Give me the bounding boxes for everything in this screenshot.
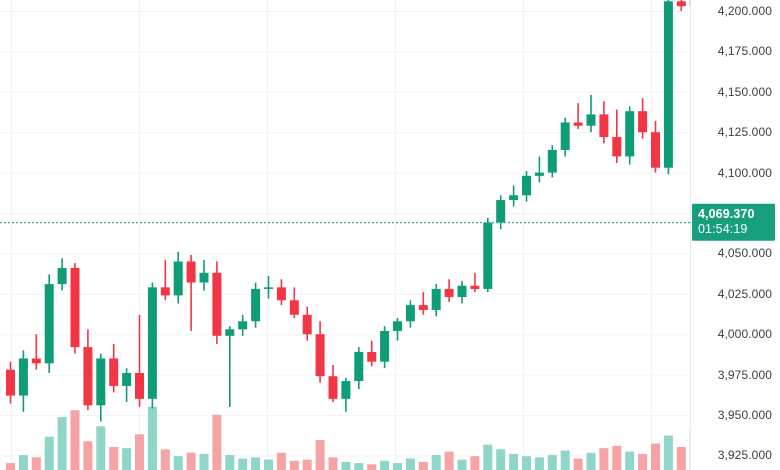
price-axis-tick: 4,150.000 [717, 84, 772, 99]
price-axis[interactable]: 4,200.000 4,175.000 4,150.000 4,125.000 4,10… [690, 0, 780, 470]
price-axis-tick: 4,175.000 [717, 44, 772, 59]
candlestick-canvas[interactable] [0, 0, 690, 470]
price-axis-tick: 3,950.000 [717, 408, 772, 422]
price-axis-tick: 3,975.000 [717, 367, 772, 382]
candlesticks [6, 0, 690, 422]
price-axis-tick: 4,050.000 [717, 246, 772, 261]
volume-bars [6, 406, 690, 470]
price-axis-tick: 4,000.000 [717, 327, 772, 342]
price-axis-tick: 4,200.000 [717, 4, 772, 18]
price-axis-tick: 3,925.000 [717, 448, 772, 463]
price-axis-tick: 4,100.000 [717, 165, 772, 180]
price-axis-tick: 4,025.000 [717, 286, 772, 301]
current-price-value: 4,069.370 [698, 206, 755, 221]
chart-plot-area[interactable] [0, 0, 690, 470]
bar-countdown-timer: 01:54:19 [698, 221, 748, 236]
price-axis-tick: 4,125.000 [717, 125, 772, 140]
current-price-badge[interactable]: 4,069.370 01:54:19 [692, 203, 775, 241]
